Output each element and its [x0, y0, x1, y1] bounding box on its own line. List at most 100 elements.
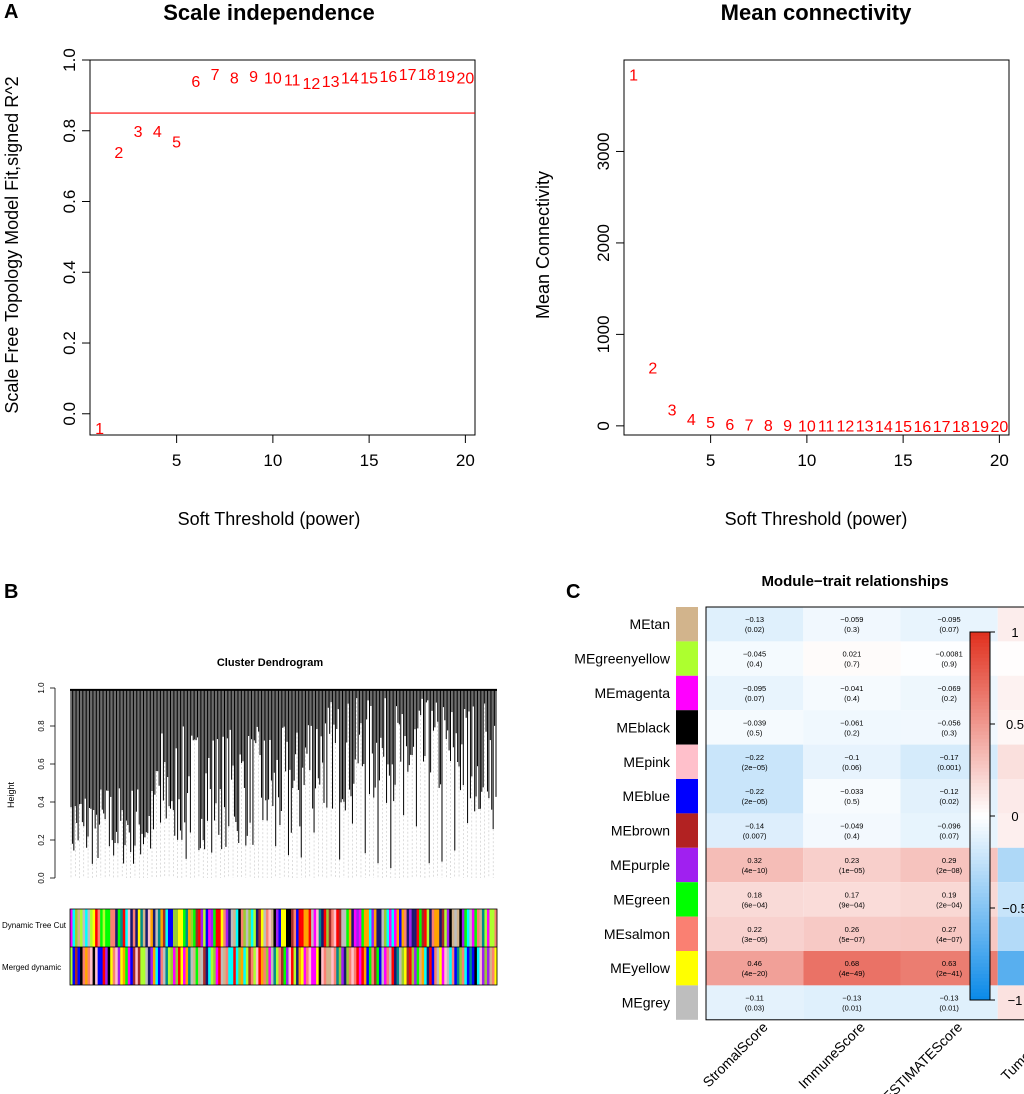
cluster-dendrogram-chart: Cluster Dendrogram Height 0.0 0.2 0.4 0.6 0.…: [2, 657, 498, 986]
colorbar-step: [970, 746, 990, 751]
cell-value: −0.069: [938, 684, 961, 693]
colorbar-step: [970, 863, 990, 868]
module-color-strip: [366, 947, 370, 985]
heatmap-cell: [997, 951, 1024, 986]
module-color-strip: [135, 909, 139, 947]
heatmap-cell: [997, 813, 1024, 848]
cell-value: −0.11: [745, 994, 763, 1003]
y-tick-label: 0.6: [37, 758, 46, 770]
module-color-strip: [456, 947, 460, 985]
module-color-strip: [464, 909, 468, 947]
data-point-label: 8: [764, 418, 773, 435]
colorbar-step: [970, 874, 990, 879]
module-color-strip: [451, 947, 455, 985]
cell-value: −0.22: [745, 787, 764, 796]
module-color-strip: [386, 947, 390, 985]
module-color-strip: [218, 947, 222, 985]
module-color-strip: [358, 909, 362, 947]
module-color-strip: [381, 947, 385, 985]
data-point-label: 19: [971, 419, 989, 436]
cell-pvalue: (2e−05): [742, 763, 769, 772]
module-color-strip: [288, 947, 292, 985]
colorbar-step: [970, 661, 990, 666]
data-point-label: 14: [875, 419, 893, 436]
heatmap-cell: [803, 951, 901, 986]
module-color-strip: [366, 909, 370, 947]
colorbar-step: [970, 970, 990, 975]
data-point-label: 5: [172, 134, 181, 151]
colorbar-step: [970, 657, 990, 662]
x-tick-label: 15: [360, 451, 379, 470]
colorbar-step: [970, 735, 990, 740]
module-color-strip: [105, 909, 108, 947]
colorbar-step: [970, 819, 990, 824]
module-color-strip: [273, 909, 277, 947]
module-color-strip: [361, 909, 365, 947]
module-color-strip: [486, 909, 490, 947]
module-color-strip: [466, 909, 470, 947]
module-color-strip: [233, 947, 237, 985]
cell-pvalue: (0.3): [844, 625, 860, 634]
colorbar-step: [970, 893, 990, 898]
module-color-strip: [371, 909, 375, 947]
cell-pvalue: (2e−08): [936, 866, 963, 875]
panel-a-label: A: [4, 1, 18, 23]
module-color-strip: [260, 947, 264, 985]
colorbar-step: [970, 694, 990, 699]
colorbar-step: [970, 948, 990, 953]
module-color-strip: [481, 947, 485, 985]
module-color-strip: [255, 947, 259, 985]
module-color-strip: [454, 947, 458, 985]
cell-value: −0.17: [940, 753, 959, 762]
module-color-strip: [142, 909, 146, 947]
module-color-strip: [394, 909, 397, 947]
module-color-strip: [77, 947, 81, 985]
module-color-strip: [107, 947, 111, 985]
colorbar-step: [970, 646, 990, 651]
module-color-strip: [263, 909, 267, 947]
module-color-strip: [230, 947, 234, 985]
cell-value: 0.27: [942, 925, 957, 934]
module-color-strip: [363, 909, 367, 947]
module-color-strip: [311, 909, 314, 947]
data-point-label: 13: [856, 419, 874, 436]
colorbar-step: [970, 827, 990, 832]
y-axis-label: Height: [6, 781, 16, 808]
module-color-strip: [361, 947, 365, 985]
colorbar-step: [970, 871, 990, 876]
module-color-strip: [404, 909, 407, 947]
colorbar-tick-label: 0: [1011, 809, 1018, 824]
module-color-strip: [436, 947, 440, 985]
colorbar-tick-label: 0.5: [1006, 717, 1024, 732]
y-tick-label: 0.2: [37, 834, 46, 846]
color-row-label: Dynamic Tree Cut: [2, 921, 67, 930]
module-color-strip: [301, 947, 304, 985]
y-tick-label: 1000: [594, 315, 613, 353]
module-color-strip: [100, 947, 103, 985]
y-tick-label: 0.8: [60, 119, 79, 143]
module-color-strip: [439, 909, 443, 947]
module-color-strip: [336, 947, 340, 985]
data-point-label: 10: [798, 418, 816, 435]
cell-value: −0.14: [745, 822, 764, 831]
module-color-strip: [85, 909, 88, 947]
colorbar-step: [970, 712, 990, 718]
module-color-strip: [265, 909, 269, 947]
module-color-strip: [409, 947, 412, 985]
x-tick-label: 5: [172, 451, 181, 470]
column-label: ImmuneScore: [795, 1019, 868, 1092]
heatmap-cell: [997, 882, 1024, 917]
colorbar-step: [970, 771, 990, 776]
heatmap-cell: [997, 916, 1024, 951]
mean-connectivity-chart: Mean connectivity Soft Threshold (power)…: [533, 0, 1010, 529]
module-color-strip: [406, 947, 410, 985]
heatmap-cell: [706, 847, 804, 883]
module-trait-heatmap: Module−trait relationships MEtan −0.13(0.…: [574, 573, 1024, 1094]
row-label: MEyellow: [610, 960, 671, 976]
cell-value: 0.19: [942, 890, 957, 899]
data-point-label: 7: [745, 417, 754, 434]
module-color-strip: [424, 909, 427, 947]
cell-pvalue: (0.2): [844, 728, 860, 737]
colorbar-step: [970, 845, 990, 850]
module-color-strip: [323, 909, 327, 947]
